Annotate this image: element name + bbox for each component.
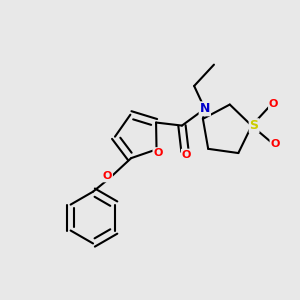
Text: N: N [200,102,210,115]
Text: O: O [182,149,191,160]
Text: O: O [103,171,112,182]
Text: S: S [250,119,259,132]
Text: O: O [271,139,280,149]
Text: O: O [269,99,278,110]
Text: O: O [153,148,163,158]
